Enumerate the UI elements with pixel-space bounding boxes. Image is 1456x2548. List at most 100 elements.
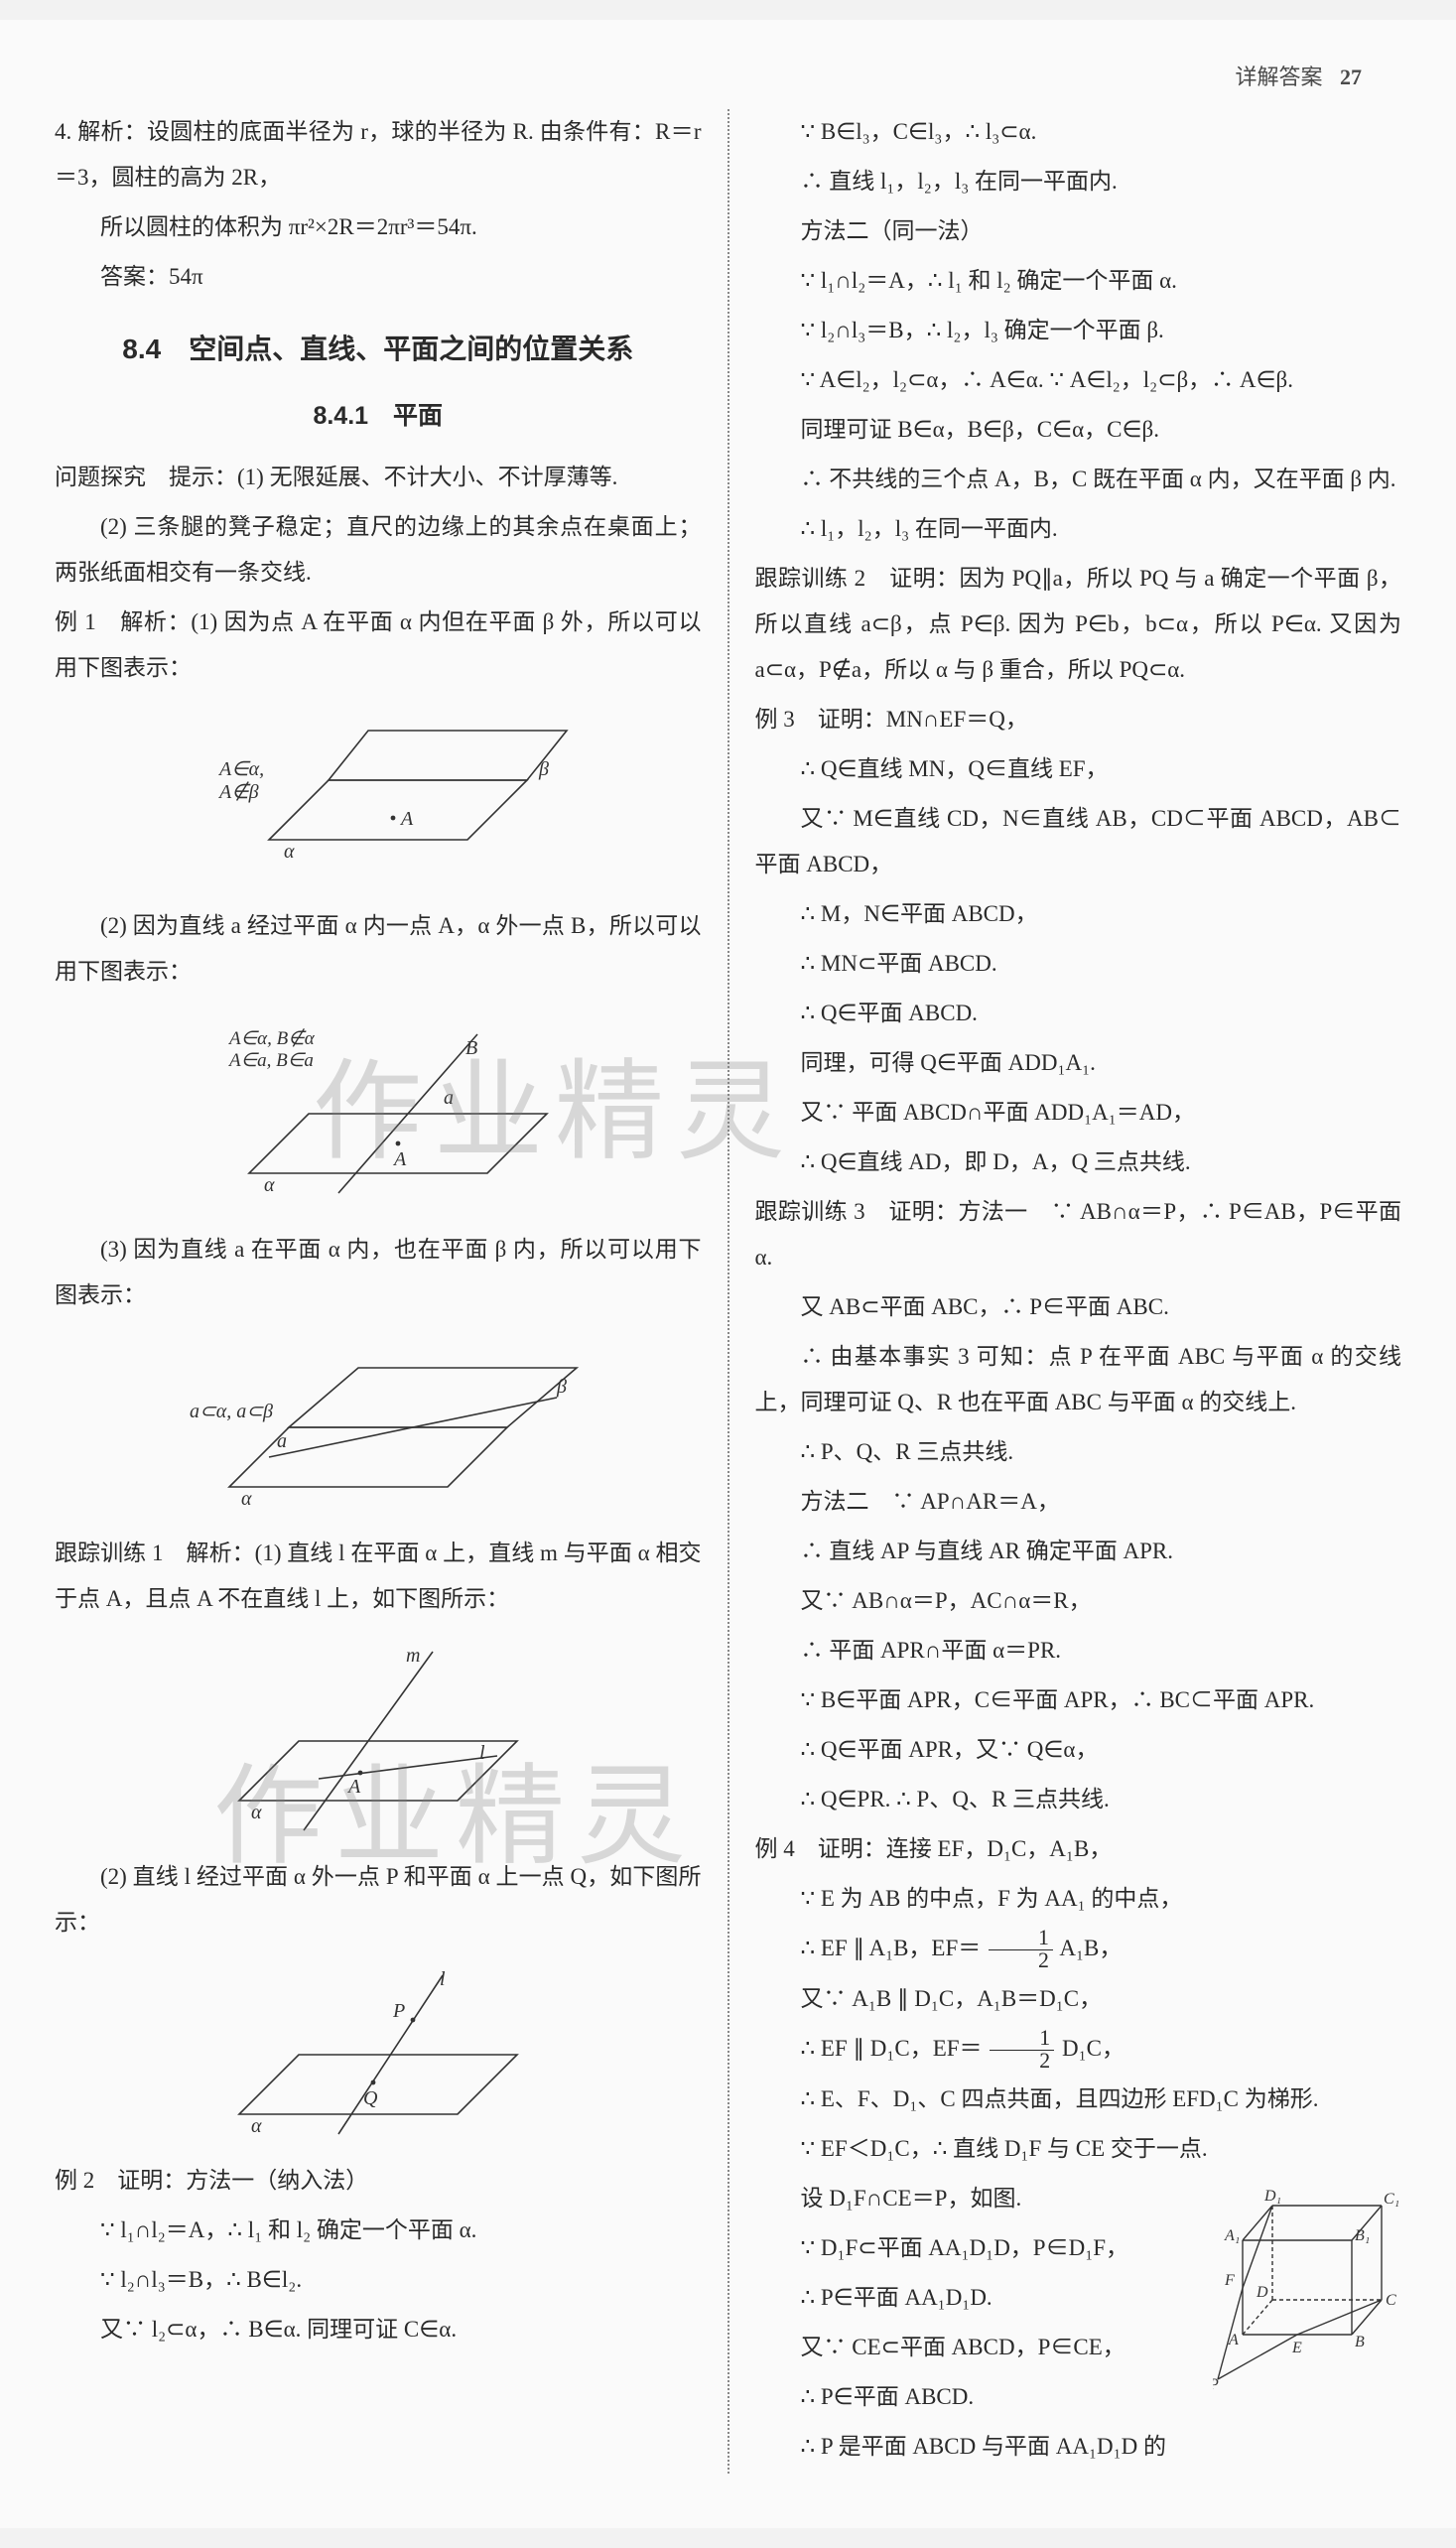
diagram-cube-EFD1C: D₁ C₁ A₁ B₁ F D C A E B P xyxy=(1213,2186,1411,2394)
example4-c: ∴ EF ∥ A₁B，EF＝ 12 A₁B， xyxy=(755,1926,1402,1972)
example3-h: 又∵ 平面 ABCD∩平面 ADD₁A₁＝AD， xyxy=(755,1090,1402,1136)
example4-i: ∵ D₁F⊂平面 AA₁D₁D，P∈D₁F， xyxy=(755,2225,1204,2271)
q4-line-a: 4. 解析：设圆柱的底面半径为 r，球的半径为 R. 由条件有：R＝r＝3，圆柱… xyxy=(55,109,702,201)
svg-text:D₁: D₁ xyxy=(1263,2188,1281,2205)
svg-text:A∈α, B∉α: A∈α, B∉α xyxy=(227,1028,316,1049)
example3-g: 同理，可得 Q∈平面 ADD₁A₁. xyxy=(755,1040,1402,1086)
svg-text:l: l xyxy=(479,1742,485,1764)
genzong3-j: ∴ Q∈平面 APR，又∵ Q∈α， xyxy=(755,1727,1402,1773)
example3-b: ∴ Q∈直线 MN，Q∈直线 EF， xyxy=(755,746,1402,792)
example3-e: ∴ MN⊂平面 ABCD. xyxy=(755,941,1402,987)
svg-text:β: β xyxy=(556,1376,567,1398)
example4-e: ∴ EF ∥ D₁C，EF＝ 12 D₁C， xyxy=(755,2026,1402,2073)
wentantanjiu-a: 问题探究 提示：(1) 无限延展、不计大小、不计厚薄等. xyxy=(55,455,702,500)
genzong2: 跟踪训练 2 证明：因为 PQ∥a，所以 PQ 与 a 确定一个平面 β，所以直… xyxy=(755,556,1402,693)
svg-text:Q: Q xyxy=(363,2087,378,2109)
example1-c: (3) 因为直线 a 在平面 α 内，也在平面 β 内，所以可以用下图表示： xyxy=(55,1227,702,1318)
r04: ∵ l₁∩l₂＝A，∴ l₁ 和 l₂ 确定一个平面 α. xyxy=(755,258,1402,304)
svg-text:α: α xyxy=(264,1174,275,1196)
example2-d: 又∵ l₂⊂α，∴ B∈α. 同理可证 C∈α. xyxy=(55,2307,702,2352)
svg-text:B: B xyxy=(465,1037,477,1059)
svg-text:α: α xyxy=(251,2115,262,2137)
svg-text:B: B xyxy=(1355,2334,1365,2350)
genzong1-a: 跟踪训练 1 解析：(1) 直线 l 在平面 α 上，直线 m 与平面 α 相交… xyxy=(55,1531,702,1622)
genzong1-b: (2) 直线 l 经过平面 α 外一点 P 和平面 α 上一点 Q，如下图所示： xyxy=(55,1854,702,1945)
example4-m: ∴ P 是平面 ABCD 与平面 AA₁D₁D 的 xyxy=(755,2424,1204,2470)
page-header: 详解答案 27 xyxy=(55,60,1401,91)
example4-g: ∵ EF＜D₁C，∴ 直线 D₁F 与 CE 交于一点. xyxy=(755,2126,1402,2172)
svg-text:α: α xyxy=(284,841,295,863)
genzong3-c: ∴ 由基本事实 3 可知：点 P 在平面 ABC 与平面 α 的交线上，同理可证… xyxy=(755,1334,1402,1425)
r06: ∵ A∈l₂，l₂⊂α，∴ A∈α. ∵ A∈l₂，l₂⊂β，∴ A∈β. xyxy=(755,357,1402,403)
svg-text:P: P xyxy=(1213,2376,1219,2393)
svg-text:α: α xyxy=(251,1802,262,1823)
sub-section-title: 8.4.1 平面 xyxy=(55,391,702,441)
example2-b: ∵ l₁∩l₂＝A，∴ l₁ 和 l₂ 确定一个平面 α. xyxy=(55,2208,702,2253)
svg-text:A∈α,: A∈α, xyxy=(217,758,264,780)
example4-j: ∴ P∈平面 AA₁D₁D. xyxy=(755,2275,1204,2321)
example4-b: ∵ E 为 AB 的中点，F 为 AA₁ 的中点， xyxy=(755,1876,1402,1922)
column-divider xyxy=(728,109,729,2474)
fraction-half-1: 12 xyxy=(989,1928,1053,1972)
svg-text:D: D xyxy=(1256,2284,1268,2301)
svg-text:A: A xyxy=(392,1148,407,1170)
svg-text:A: A xyxy=(1228,2332,1239,2348)
r03: 方法二（同一法） xyxy=(755,208,1402,254)
example2-c: ∵ l₂∩l₃＝B，∴ B∈l₂. xyxy=(55,2257,702,2303)
right-column: ∵ B∈l₃，C∈l₃，∴ l₃⊂α. ∴ 直线 l₁，l₂，l₃ 在同一平面内… xyxy=(733,109,1402,2474)
r05: ∵ l₂∩l₃＝B，∴ l₂，l₃ 确定一个平面 β. xyxy=(755,308,1402,353)
example4-d: 又∵ A₁B ∥ D₁C，A₁B＝D₁C， xyxy=(755,1976,1402,2022)
example1-b: (2) 因为直线 a 经过平面 α 内一点 A，α 外一点 B，所以可以用下图表… xyxy=(55,903,702,995)
example4-c-post: A₁B， xyxy=(1059,1936,1122,1960)
svg-text:C₁: C₁ xyxy=(1384,2191,1399,2208)
example3-i: ∴ Q∈直线 AD，即 D，A，Q 三点共线. xyxy=(755,1140,1402,1185)
diagram-4-line-m-meets-plane: m l A α xyxy=(190,1632,567,1840)
svg-text:a⊂α, a⊂β: a⊂α, a⊂β xyxy=(190,1401,273,1422)
example3-d: ∴ M，N∈平面 ABCD， xyxy=(755,891,1402,937)
example4-c-pre: ∴ EF ∥ A₁B，EF＝ xyxy=(801,1936,982,1960)
svg-text:P: P xyxy=(392,2000,405,2022)
example4-h: 设 D₁F∩CE＝P，如图. xyxy=(755,2176,1204,2221)
example4-a: 例 4 证明：连接 EF，D₁C，A₁B， xyxy=(755,1826,1402,1872)
svg-text:E: E xyxy=(1291,2340,1302,2356)
example4-l: ∴ P∈平面 ABCD. xyxy=(755,2374,1204,2420)
page: 详解答案 27 4. 解析：设圆柱的底面半径为 r，球的半径为 R. 由条件有：… xyxy=(0,20,1456,2528)
genzong3-f: ∴ 直线 AP 与直线 AR 确定平面 APR. xyxy=(755,1529,1402,1574)
r08: ∴ 不共线的三个点 A，B，C 既在平面 α 内，又在平面 β 内. xyxy=(755,457,1402,502)
genzong3-i: ∵ B∈平面 APR，C∈平面 APR，∴ BC⊂平面 APR. xyxy=(755,1677,1402,1723)
r01: ∵ B∈l₃，C∈l₃，∴ l₃⊂α. xyxy=(755,109,1402,155)
svg-text:β: β xyxy=(538,758,549,780)
genzong3-a: 跟踪训练 3 证明：方法一 ∵ AB∩α＝P，∴ P∈AB，P∈平面 α. xyxy=(755,1189,1402,1280)
two-columns: 4. 解析：设圆柱的底面半径为 r，球的半径为 R. 由条件有：R＝r＝3，圆柱… xyxy=(55,109,1401,2474)
example4-k: 又∵ CE⊂平面 ABCD，P∈CE， xyxy=(755,2325,1204,2370)
svg-text:a: a xyxy=(444,1087,454,1109)
svg-text:m: m xyxy=(406,1645,420,1667)
wentantanjiu-b: (2) 三条腿的凳子稳定；直尺的边缘上的其余点在桌面上；两张纸面相交有一条交线. xyxy=(55,504,702,596)
example3-a: 例 3 证明：MN∩EF＝Q， xyxy=(755,697,1402,742)
q4-line-c: 答案：54π xyxy=(55,254,702,300)
genzong3-e: 方法二 ∵ AP∩AR＝A， xyxy=(755,1479,1402,1525)
svg-text:l: l xyxy=(440,1968,446,1990)
page-number: 27 xyxy=(1340,65,1362,89)
genzong3-d: ∴ P、Q、R 三点共线. xyxy=(755,1429,1402,1475)
diagram-3-line-in-two-planes: a⊂α, a⊂β β a α xyxy=(160,1328,596,1517)
svg-text:A: A xyxy=(399,808,414,830)
r07: 同理可证 B∈α，B∈β，C∈α，C∈β. xyxy=(755,407,1402,453)
genzong3-g: 又∵ AB∩α＝P，AC∩α＝R， xyxy=(755,1578,1402,1624)
diagram-2-line-through-plane: A∈α, B∉α A∈a, B∈a B a A α xyxy=(170,1005,587,1213)
example4-e-pre: ∴ EF ∥ D₁C，EF＝ xyxy=(801,2036,983,2061)
example1-a: 例 1 解析：(1) 因为点 A 在平面 α 内但在平面 β 外，所以可以用下图… xyxy=(55,600,702,691)
svg-text:A₁: A₁ xyxy=(1224,2227,1240,2244)
r02: ∴ 直线 l₁，l₂，l₃ 在同一平面内. xyxy=(755,159,1402,204)
section-title: 8.4 空间点、直线、平面之间的位置关系 xyxy=(55,322,702,377)
svg-text:α: α xyxy=(241,1488,252,1510)
genzong3-h: ∴ 平面 APR∩平面 α＝PR. xyxy=(755,1628,1402,1674)
svg-text:A∈a, B∈a: A∈a, B∈a xyxy=(227,1050,314,1071)
diagram-1-planes-point-A: A∈α, A∉β β A α xyxy=(170,701,587,889)
q4-line-b: 所以圆柱的体积为 πr²×2R＝2πr³＝54π. xyxy=(55,204,702,250)
example4-f: ∴ E、F、D₁、C 四点共面，且四边形 EFD₁C 为梯形. xyxy=(755,2077,1402,2122)
svg-text:B₁: B₁ xyxy=(1355,2227,1370,2244)
fraction-half-2: 12 xyxy=(990,2028,1054,2073)
svg-text:A∉β: A∉β xyxy=(217,781,259,803)
genzong3-b: 又 AB⊂平面 ABC，∴ P∈平面 ABC. xyxy=(755,1284,1402,1330)
